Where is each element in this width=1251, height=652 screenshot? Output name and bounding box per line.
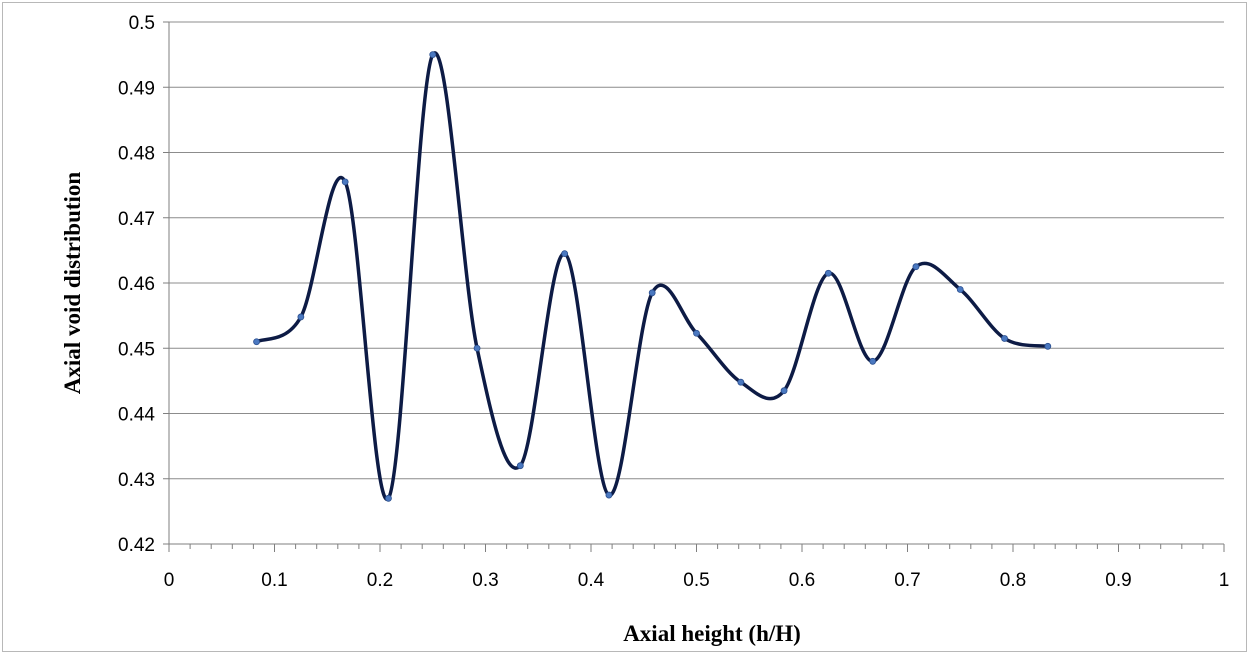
x-tick-label: 0.9 (1105, 570, 1131, 591)
data-point (516, 462, 524, 470)
data-point (912, 263, 920, 271)
series-group (253, 51, 1052, 502)
x-tick-label: 0 (164, 570, 175, 591)
data-point (648, 289, 656, 297)
y-tick-label: 0.5 (129, 13, 155, 34)
y-tick-label: 0.43 (118, 470, 155, 491)
data-point (297, 313, 305, 321)
data-point (956, 286, 964, 293)
x-tick-label: 1 (1219, 570, 1230, 591)
data-point (385, 494, 392, 502)
data-point (429, 51, 437, 59)
x-tick-label: 0.5 (683, 570, 709, 591)
x-tick-label: 0.8 (1000, 570, 1026, 591)
x-tick-label: 0.4 (578, 570, 605, 591)
data-point (1044, 342, 1052, 350)
data-point (780, 387, 788, 395)
x-tick-label: 0.6 (789, 570, 815, 591)
data-point (473, 344, 481, 352)
y-tick-label: 0.44 (118, 405, 155, 426)
y-tick-label: 0.47 (118, 209, 155, 230)
data-point (341, 178, 349, 186)
data-point (605, 491, 613, 499)
x-tick-label: 0.7 (894, 570, 920, 591)
x-tick-label: 0.1 (261, 570, 287, 591)
data-point (253, 338, 260, 346)
data-point (824, 269, 832, 277)
axes (163, 21, 1225, 552)
y-tick-label: 0.46 (118, 274, 155, 295)
x-tick-label: 0.3 (472, 570, 498, 591)
y-tick-label: 0.45 (118, 339, 155, 360)
data-point (737, 378, 745, 386)
x-tick-labels: 0 0.1 0.2 0.3 0.4 0.5 0.6 0.7 0.8 0.9 1 (164, 570, 1230, 591)
data-point (693, 329, 700, 337)
x-axis-title: Axial height (h/H) (623, 621, 801, 646)
data-point (561, 250, 569, 258)
y-tick-label: 0.49 (118, 78, 155, 99)
series-line (255, 51, 1049, 501)
y-tick-labels: 0.42 0.43 0.44 0.45 0.46 0.47 0.48 0.49 0.5 (118, 13, 155, 556)
y-axis-title: Axial void distribution (60, 172, 85, 395)
x-tick-label: 0.2 (367, 570, 393, 591)
data-point (1001, 335, 1008, 342)
grid-lines (169, 21, 1224, 480)
y-tick-label: 0.48 (118, 144, 155, 165)
y-tick-label: 0.42 (118, 535, 155, 556)
data-point (869, 357, 877, 365)
